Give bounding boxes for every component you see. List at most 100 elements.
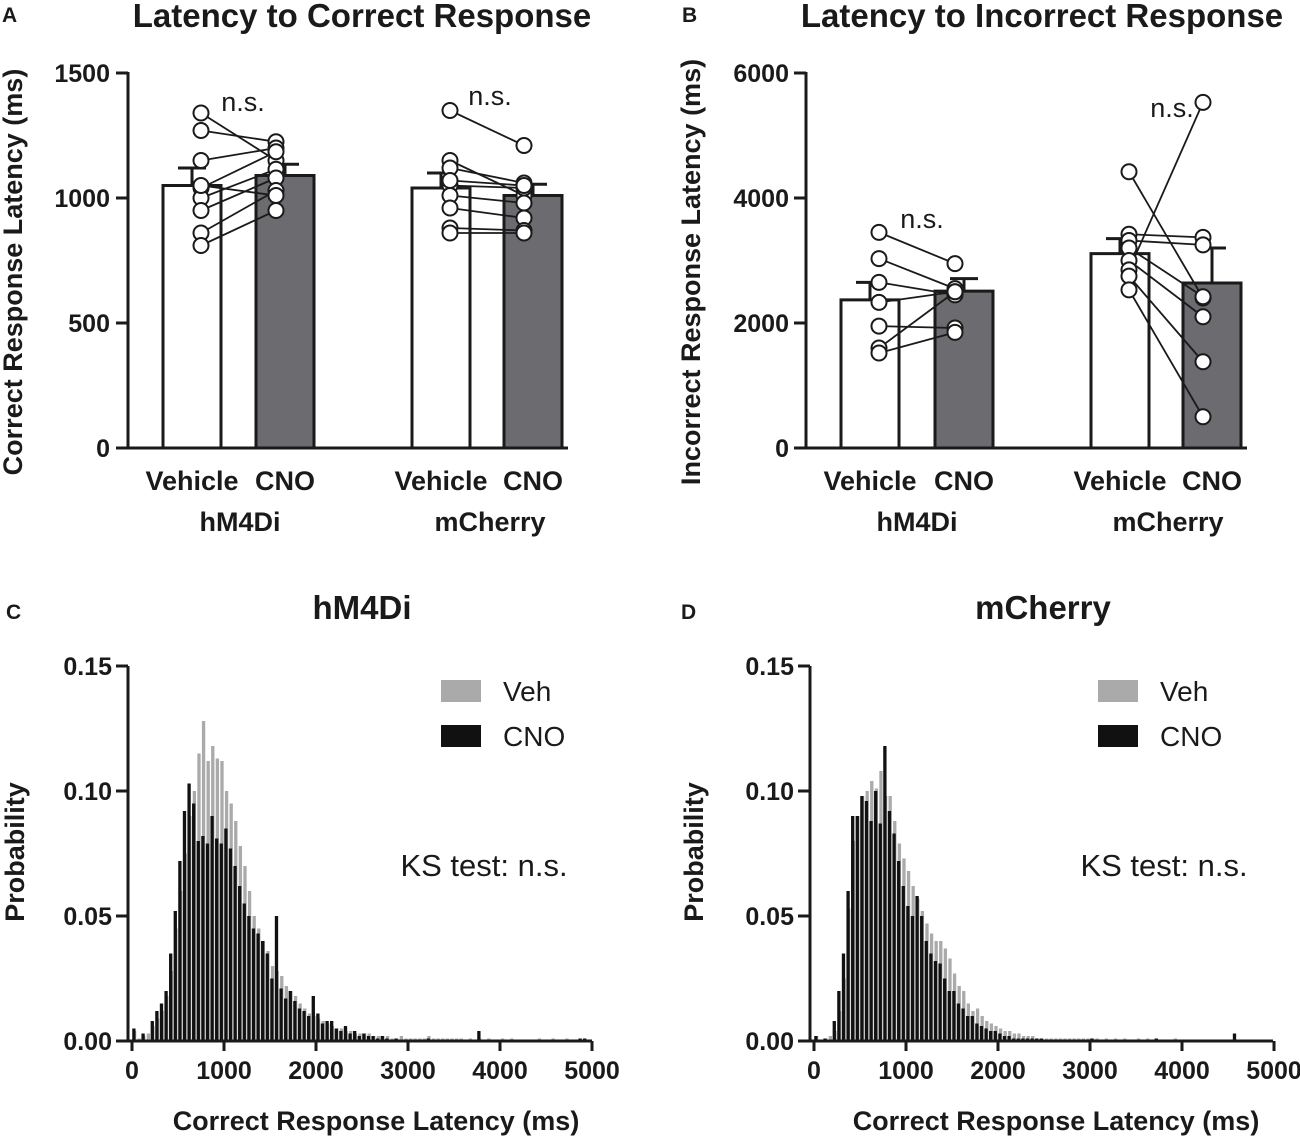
- panel-b-mcherry-pair-line: [1128, 275, 1204, 363]
- panel-d-cno-hist-bar: [855, 816, 859, 1041]
- panel-c-cno-hist-bar: [307, 1016, 311, 1041]
- panel-d-mcherry-histogram: D mCherry Probability Correct Response L…: [679, 589, 1300, 1136]
- panel-a-hm4di-vehicle-dot: [192, 152, 210, 169]
- panel-a-hm4di-cno-dot: [267, 187, 285, 204]
- panel-c-cno-hist-bar: [334, 1028, 338, 1041]
- panel-c-cno-hist-bar: [192, 803, 196, 1041]
- panel-b-hm4di-cno-bar: [933, 289, 995, 450]
- panel-d-cno-hist-bar: [952, 991, 956, 1041]
- panel-b-hm4di-ns: n.s.: [900, 204, 944, 234]
- panel-b-hm4di-vehicle-dot: [870, 223, 888, 241]
- panel-c-veh-hist-bar: [146, 1033, 151, 1041]
- panel-d-cno-hist-bar: [989, 1031, 993, 1041]
- panel-c-cno-hist-bar: [380, 1036, 384, 1041]
- panel-d-xtick-label: 2000: [970, 1057, 1026, 1085]
- panel-a-y-axis-label: Correct Response Latency (ms): [0, 69, 28, 476]
- panel-letter-a: A: [2, 4, 17, 27]
- panel-a-hm4di-vehicle-label: Vehicle: [145, 466, 238, 496]
- panel-b-y-axis-label: Incorrect Response Latency (ms): [676, 59, 706, 485]
- panel-d-cno-hist-bar: [979, 1026, 984, 1041]
- panel-c-cno-hist-bar: [343, 1026, 348, 1041]
- panel-d-xtick-label: 0: [807, 1057, 821, 1085]
- panel-c-cno-hist-bar: [316, 1013, 320, 1041]
- panel-c-cno-hist-bar: [141, 1033, 145, 1041]
- panel-d-cno-hist-bar: [998, 1033, 1002, 1041]
- panel-d-ks-test-annotation: KS test: n.s.: [1080, 848, 1247, 883]
- panel-b-mcherry-pair-line: [1128, 259, 1204, 318]
- panel-a-hm4di-vehicle-dot: [192, 177, 210, 194]
- panel-a-title: Latency to Correct Response: [133, 0, 591, 34]
- panel-c-xtick-label: 1000: [196, 1057, 252, 1085]
- panel-d-cno-hist-bar: [832, 1021, 836, 1041]
- panel-b-mcherry-pair-line: [1128, 171, 1204, 299]
- panel-a-mcherry-ns: n.s.: [468, 81, 512, 111]
- panel-c-cno-hist-bar: [362, 1033, 366, 1041]
- panel-a-ytick-label: 0: [96, 435, 110, 463]
- panel-a-hm4di-ns: n.s.: [221, 87, 265, 117]
- panel-a-ytick-label: 500: [68, 310, 110, 338]
- panel-d-cno-hist-bar: [860, 796, 864, 1041]
- panel-c-title: hM4Di: [313, 589, 412, 626]
- panel-d-cno-hist-bar: [943, 978, 947, 1041]
- panel-c-cno-hist-bar: [155, 1011, 159, 1041]
- panel-a-hm4di-vehicle-dot: [192, 122, 210, 139]
- panel-c-cno-hist-bar: [219, 843, 223, 1041]
- panel-d-cno-hist-bar: [920, 916, 924, 1041]
- panel-b-hm4di-pair-line: [878, 331, 956, 354]
- panel-c-ks-test-annotation: KS test: n.s.: [400, 848, 567, 883]
- panel-c-legend-swatch-veh: [441, 680, 481, 702]
- panel-d-cno-hist-bar: [846, 891, 850, 1041]
- panel-b-mcherry-cno-label: CNO: [1182, 466, 1242, 496]
- panel-d-cno-hist-bar: [929, 953, 933, 1041]
- panel-b-mcherry-ns: n.s.: [1150, 93, 1194, 123]
- panel-c-cno-hist-bar: [477, 1031, 481, 1041]
- panel-a-y-ticks: 0 500 1000 1500: [54, 60, 128, 463]
- panel-b-hm4di-vehicle-bar: [839, 298, 901, 450]
- panel-c-xtick-label: 3000: [380, 1057, 436, 1085]
- panel-a-mcherry-vehicle-dot: [441, 172, 459, 189]
- panel-d-legend-swatch-veh: [1098, 680, 1138, 702]
- panel-c-cno-hist-bar: [366, 1036, 371, 1041]
- panel-c-cno-hist-bar: [215, 838, 219, 1041]
- panel-c-cno-hist-bar: [311, 996, 315, 1041]
- panel-a-mcherry-pair-line: [449, 194, 525, 204]
- panel-a-mcherry-pair-line: [449, 109, 525, 147]
- panel-b-mcherry-cno-dot: [1194, 288, 1212, 306]
- panel-c-cno-hist-bar: [297, 1008, 302, 1041]
- panel-a-plot-area: [161, 102, 564, 450]
- panel-c-hm4di-histogram: C hM4Di Probability Correct Response Lat…: [0, 589, 620, 1136]
- panel-d-cno-hist-bar: [966, 1016, 970, 1041]
- panel-d-cno-hist-bar: [938, 963, 942, 1041]
- panel-a-hm4di-pair-line: [200, 147, 277, 162]
- panel-a-mcherry-cno-label: CNO: [503, 466, 563, 496]
- panel-d-cno-hist-bar: [1002, 1036, 1007, 1041]
- panel-a-hm4di-vehicle-bar: [161, 184, 223, 450]
- panel-c-cno-hist-bar: [247, 916, 251, 1041]
- panel-a-mcherry-cno-bar: [502, 194, 564, 450]
- panel-a-mcherry-vehicle-dot: [441, 199, 459, 217]
- panel-c-cno-hist-bar: [228, 848, 233, 1041]
- panel-c-cno-hist-bar: [320, 1023, 325, 1041]
- panel-c-cno-hist-bar: [169, 953, 173, 1041]
- panel-c-cno-hist-bar: [325, 1021, 329, 1041]
- panel-b-mcherry-cno-dot: [1194, 408, 1212, 426]
- panel-d-cno-hist-bar: [1007, 1036, 1011, 1041]
- panel-a-hm4di-cno-label: CNO: [255, 466, 315, 496]
- panel-d-cno-hist-bar: [906, 906, 910, 1041]
- panel-c-cno-hist-bar: [284, 998, 288, 1041]
- panel-d-cno-hist-bar: [910, 916, 915, 1041]
- panel-b-hm4di-cno-dot: [946, 323, 964, 341]
- panel-d-cno-hist-bar: [993, 1031, 997, 1041]
- panel-c-x-axis-label: Correct Response Latency (ms): [173, 1106, 580, 1136]
- panel-c-legend-label-cno: CNO: [503, 721, 565, 752]
- panel-c-cno-hist-bar: [233, 866, 237, 1041]
- panel-c-cno-hist-bar: [224, 828, 228, 1041]
- panel-a-hm4di-cno-dot: [267, 202, 285, 219]
- panel-a-mcherry-pair-line: [449, 167, 525, 184]
- panel-b-mcherry-pair-line: [1128, 247, 1204, 298]
- panel-letter-b: B: [682, 4, 697, 27]
- panel-c-cno-hist-bar: [187, 783, 191, 1041]
- panel-a-hm4di-pair-line: [200, 150, 277, 189]
- panel-a-hm4di-pair-line: [200, 184, 277, 197]
